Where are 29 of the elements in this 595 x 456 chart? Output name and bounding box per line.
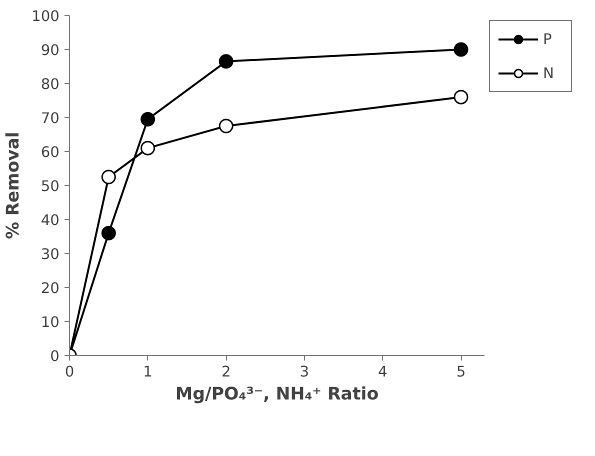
y-tick-label: 100 [32, 8, 60, 25]
legend-label: P [543, 30, 553, 48]
y-tick-label: 80 [40, 76, 60, 93]
y-axis-title: % Removal [4, 132, 24, 240]
point [218, 118, 234, 134]
legend-label: N [543, 64, 555, 82]
x-tick-label: 3 [300, 364, 310, 380]
y-tick-label: 50 [40, 178, 60, 195]
point [454, 90, 468, 104]
point [140, 112, 156, 126]
y-tick-label: 30 [40, 246, 60, 263]
x-tick-label: 4 [378, 364, 388, 380]
point [101, 226, 116, 240]
x-axis-title: Mg/PO₄³⁻, NH₄⁺ Ratio [175, 384, 379, 404]
point [101, 170, 116, 184]
y-tick-label: 60 [40, 144, 60, 161]
y-tick-label: 90 [40, 42, 60, 59]
y-tick-label: 40 [40, 212, 60, 229]
y-tick-label: 0 [50, 348, 60, 365]
y-tick-label: 70 [40, 110, 60, 127]
y-tick-label: 10 [40, 314, 60, 331]
x-tick-label: 2 [221, 364, 231, 380]
point [454, 42, 468, 57]
point [140, 140, 156, 156]
x-tick-label: 5 [456, 364, 466, 380]
y-tick-label: 20 [40, 280, 60, 297]
x-tick-label: 0 [64, 364, 74, 380]
x-tick-label: 1 [143, 364, 152, 380]
point [218, 54, 234, 69]
